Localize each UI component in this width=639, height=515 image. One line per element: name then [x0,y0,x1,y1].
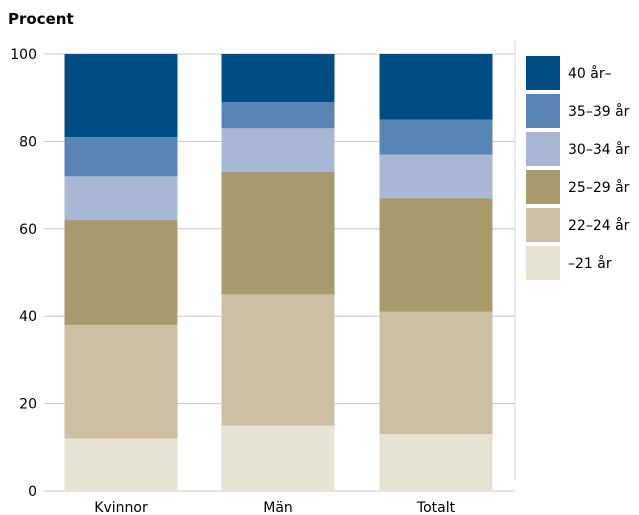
x-tick-label: Män [263,500,293,515]
x-tick-label: Totalt [416,500,456,515]
legend-swatch [526,246,560,280]
bar-segment [221,171,335,295]
y-tick-labels: 0 20 40 60 80 100 [10,47,37,500]
legend-label: 25–29 år [568,179,630,196]
y-tick-label: 100 [10,47,37,63]
legend-swatch [526,56,560,90]
bar-segment [221,54,335,103]
y-tick-label: 40 [19,309,37,325]
bar-segment [221,128,335,172]
bar-segment [221,294,335,426]
legend-swatch [526,208,560,242]
legend-swatch [526,94,560,128]
bar-segment [64,137,178,177]
legend-label: 30–34 år [568,141,630,158]
bar-segment [64,220,178,325]
bar-segment [64,176,178,221]
y-tick-label: 60 [19,222,37,238]
bar-segment [379,54,493,120]
bar-segment [379,154,493,199]
x-tick-labels: Kvinnor Män Totalt [94,500,455,515]
y-tick-label: 80 [19,134,37,150]
bar-segment [64,54,178,138]
bar-segment [64,438,178,491]
legend-swatch [526,170,560,204]
legend: 40 år– 35–39 år 30–34 år 25–29 år 22–24 år –2… [526,56,630,280]
bar-segment [379,198,493,312]
bar-segment [379,311,493,435]
legend-label: 22–24 år [568,217,630,234]
y-tick-label: 0 [28,484,37,500]
bar-segment [221,425,335,491]
bar-segment [64,324,178,439]
bar-segment [221,102,335,129]
legend-swatch [526,132,560,166]
x-tick-label: Kvinnor [94,500,148,515]
legend-label: –21 år [568,255,612,272]
bar-segment [379,434,493,491]
legend-label: 40 år– [568,65,612,82]
bars [64,54,493,491]
legend-label: 35–39 år [568,103,630,120]
y-axis-title: Procent [8,10,74,28]
y-tick-label: 20 [19,397,37,413]
bar-segment [379,119,493,155]
